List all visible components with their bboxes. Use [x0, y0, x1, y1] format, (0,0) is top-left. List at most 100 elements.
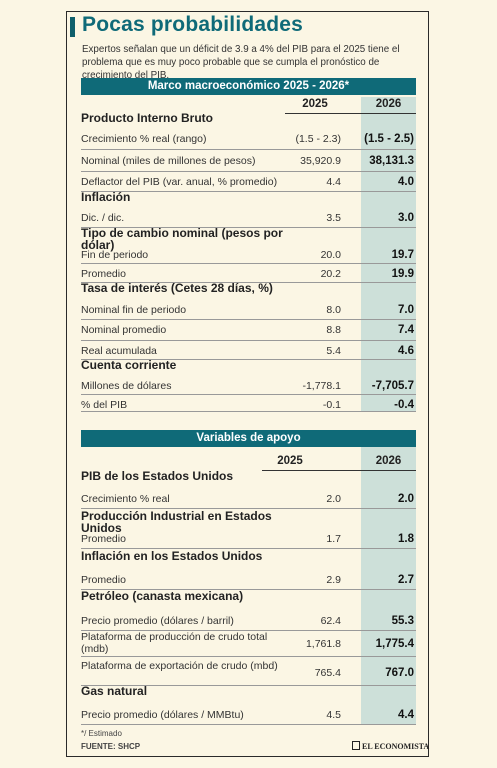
section2-category-row: Gas natural	[81, 685, 416, 701]
section1-data-row: Crecimiento % real (rango) (1.5 - 2.3) (1.…	[81, 129, 416, 150]
value-2026: 2.7	[398, 574, 414, 586]
row-label: Promedio	[81, 574, 126, 586]
value-2025: 765.4	[314, 667, 341, 679]
value-2025: 2.0	[326, 493, 341, 505]
value-2025: 20.0	[320, 249, 341, 261]
category-label: Cuenta corriente	[81, 358, 177, 372]
row-label: Fin de periodo	[81, 249, 149, 261]
row-label: Plataforma de producción de crudo total …	[81, 631, 268, 655]
value-2026: (1.5 - 2.5)	[364, 133, 414, 145]
section1-data-row: Real acumulada 5.4 4.6	[81, 341, 416, 360]
value-2025: 4.4	[326, 176, 341, 188]
section1-data-row: Fin de periodo 20.0 19.7	[81, 245, 416, 264]
row-label: Promedio	[81, 268, 126, 280]
section1-data-row: Promedio 20.2 19.9	[81, 264, 416, 283]
category-label: Inflación	[81, 190, 131, 204]
section1-year1-header: 2025	[302, 98, 328, 110]
value-2026: 1.8	[398, 533, 414, 545]
value-2025: 8.8	[326, 324, 341, 336]
section2-data-row: Crecimiento % real 2.0 2.0	[81, 489, 416, 509]
value-2026: 7.0	[398, 304, 414, 316]
section1-category-row: Producto Interno Bruto	[81, 112, 416, 128]
value-2026: 19.7	[391, 249, 414, 261]
value-2026: 3.0	[398, 212, 414, 224]
section1-data-row: Nominal fin de periodo 8.0 7.0	[81, 300, 416, 320]
row-label: Deflactor del PIB (var. anual, % promedi…	[81, 176, 278, 188]
logo-text: EL ECONOMISTA	[362, 742, 430, 751]
section1-data-row: Deflactor del PIB (var. anual, % promedi…	[81, 172, 416, 192]
section2-year-underline	[262, 470, 416, 471]
value-2026: 55.3	[391, 615, 414, 627]
value-2026: 2.0	[398, 493, 414, 505]
section1-header: Marco macroeconómico 2025 - 2026*	[81, 78, 416, 95]
section1-year-underline	[285, 113, 416, 114]
section2-data-row: Precio promedio (dólares / MMBtu) 4.5 4.4	[81, 705, 416, 725]
page-subtitle: Expertos señalan que un déficit de 3.9 a…	[82, 44, 400, 81]
row-label: Millones de dólares	[81, 380, 172, 392]
value-2025: 20.2	[320, 268, 341, 280]
footnote: */ Estimado	[81, 729, 122, 738]
value-2025: 35,920.9	[300, 155, 341, 167]
section2-2026-column-bg	[361, 446, 416, 724]
value-2025: 1.7	[326, 533, 341, 545]
row-label: Dic. / dic.	[81, 212, 125, 224]
section1-data-row: Dic. / dic. 3.5 3.0	[81, 208, 416, 228]
category-label: Producción Industrial en Estados Unidos	[81, 509, 272, 535]
category-label: PIB de los Estados Unidos	[81, 469, 234, 483]
value-2026: 19.9	[391, 268, 414, 280]
category-label: Tasa de interés (Cetes 28 días, %)	[81, 281, 273, 295]
section1-year2-header: 2026	[375, 98, 402, 110]
section1-data-row: Nominal (miles de millones de pesos) 35,9…	[81, 151, 416, 172]
section1-category-row: Tasa de interés (Cetes 28 días, %)	[81, 282, 416, 298]
section2-header: Variables de apoyo	[81, 430, 416, 447]
section2-data-row: Promedio 1.7 1.8	[81, 529, 416, 549]
section2-data-row: Plataforma de producción de crudo total …	[81, 630, 416, 657]
category-label: Petróleo (canasta mexicana)	[81, 589, 244, 603]
section1-data-row: % del PIB -0.1 -0.4	[81, 395, 416, 412]
value-2025: -1,778.1	[302, 380, 341, 392]
publisher-logo: EL ECONOMISTA	[352, 741, 429, 751]
section2-category-row: Producción Industrial en Estados Unidos	[81, 510, 416, 534]
section1-category-row: Inflación	[81, 191, 416, 207]
value-2026: 38,131.3	[369, 155, 414, 167]
page-title: Pocas probabilidades	[82, 13, 304, 36]
section1-category-row: Cuenta corriente	[81, 359, 416, 375]
section2-year2-header: 2026	[375, 455, 402, 467]
row-label: Promedio	[81, 533, 126, 545]
value-2026: 4.6	[398, 345, 414, 357]
row-label: Real acumulada	[81, 345, 157, 357]
section1-data-row: Nominal promedio 8.8 7.4	[81, 320, 416, 341]
row-label: % del PIB	[81, 399, 128, 411]
value-2026: 1,775.4	[375, 638, 414, 650]
section2-data-row: Precio promedio (dólares / barril) 62.4 55…	[81, 611, 416, 631]
row-label: Plataforma de exportación de crudo (mbd)	[81, 660, 278, 672]
section2-data-row: Plataforma de exportación de crudo (mbd)…	[81, 659, 416, 686]
value-2025: (1.5 - 2.3)	[295, 133, 341, 145]
value-2026: 7.4	[398, 324, 414, 336]
value-2025: 62.4	[320, 615, 341, 627]
section2-category-row: Petróleo (canasta mexicana)	[81, 590, 416, 606]
source-note: FUENTE: SHCP	[81, 742, 141, 751]
section1-category-row: Tipo de cambio nominal (pesos por dólar)	[81, 227, 416, 251]
value-2025: 2.9	[326, 574, 341, 586]
section2-data-row: Promedio 2.9 2.7	[81, 570, 416, 590]
value-2026: 4.0	[398, 176, 414, 188]
row-label: Precio promedio (dólares / MMBtu)	[81, 709, 244, 721]
section2-category-row: Inflación en los Estados Unidos	[81, 550, 416, 566]
value-2025: 4.5	[326, 709, 341, 721]
row-label: Crecimiento % real	[81, 493, 170, 505]
category-label: Gas natural	[81, 684, 148, 698]
row-label: Nominal fin de periodo	[81, 304, 187, 316]
value-2026: -0.4	[394, 399, 414, 411]
row-label: Crecimiento % real (rango)	[81, 133, 207, 145]
value-2025: 8.0	[326, 304, 341, 316]
value-2025: 1,761.8	[305, 638, 341, 650]
section2-category-row: PIB de los Estados Unidos	[81, 470, 416, 486]
value-2025: 3.5	[326, 212, 341, 224]
row-label: Nominal promedio	[81, 324, 167, 336]
title-accent-bar	[70, 17, 75, 37]
logo-mark-icon	[352, 741, 360, 750]
row-label: Precio promedio (dólares / barril)	[81, 615, 234, 627]
category-label: Inflación en los Estados Unidos	[81, 549, 263, 563]
category-label: Producto Interno Bruto	[81, 111, 213, 125]
